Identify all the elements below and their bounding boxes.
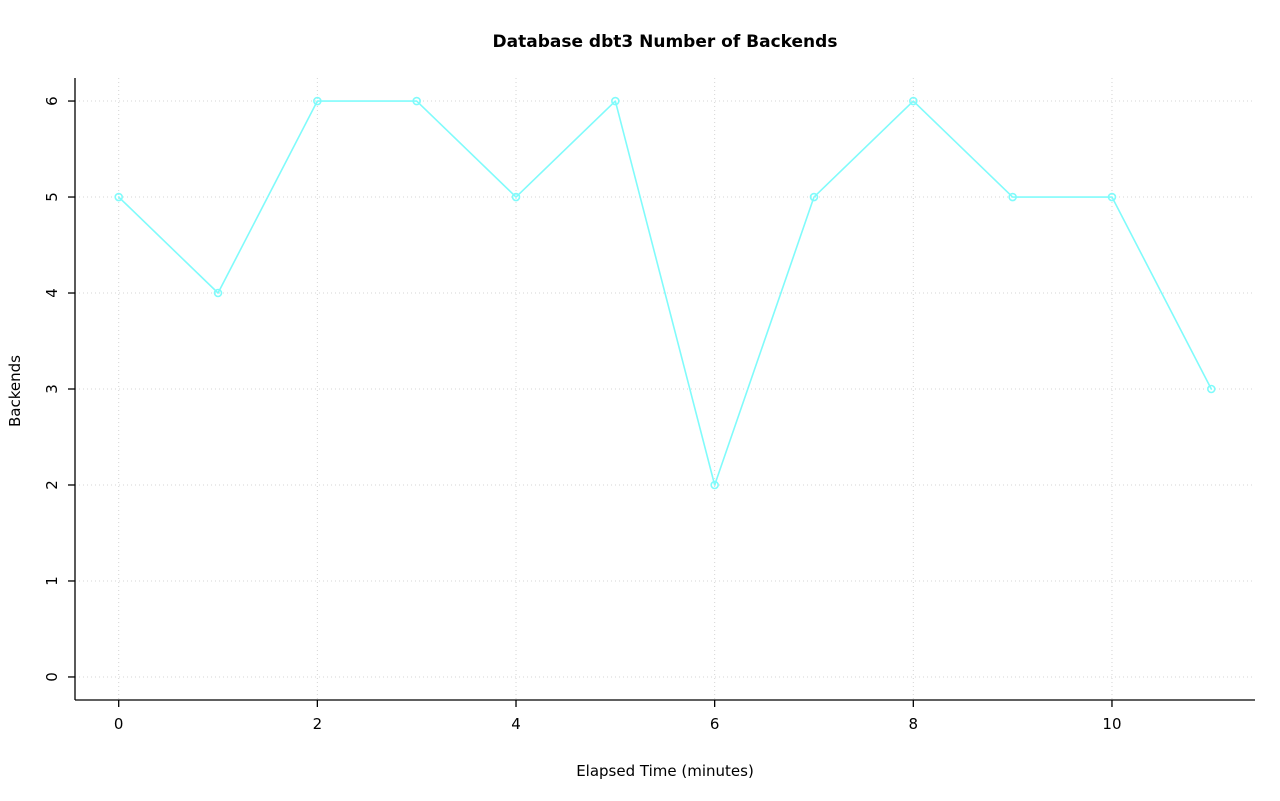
grid: [75, 78, 1255, 700]
y-tick-label: 0: [43, 672, 61, 682]
data-point: [909, 96, 918, 106]
data-point: [412, 96, 421, 106]
axes: 0 2 4 6 8 10 0 1 2 3 4 5 6: [43, 78, 1255, 733]
data-point: [511, 192, 521, 202]
x-tick-label: 2: [313, 715, 323, 733]
data-point: [809, 192, 819, 202]
data-point: [1008, 192, 1017, 202]
data-point: [611, 96, 620, 106]
data-point: [213, 288, 223, 298]
x-axis-label: Elapsed Time (minutes): [576, 762, 754, 780]
y-tick-label: 3: [43, 384, 61, 394]
series-markers: [114, 96, 1216, 490]
data-point: [1107, 192, 1117, 202]
x-tick-label: 4: [511, 715, 521, 733]
x-tick-label: 10: [1102, 715, 1121, 733]
data-point: [313, 96, 322, 106]
data-point: [114, 192, 124, 202]
y-tick-label: 1: [43, 576, 61, 586]
y-tick-label: 5: [43, 192, 61, 202]
chart-title: Database dbt3 Number of Backends: [492, 32, 838, 52]
x-tick-label: 6: [710, 715, 720, 733]
series-line: [117, 100, 1213, 486]
data-point: [710, 480, 719, 490]
x-tick-label: 0: [114, 715, 124, 733]
y-tick-label: 6: [43, 96, 61, 106]
x-tick-label: 8: [909, 715, 919, 733]
data-point: [1206, 384, 1216, 394]
y-tick-label: 4: [43, 288, 61, 298]
y-tick-label: 2: [43, 480, 61, 490]
